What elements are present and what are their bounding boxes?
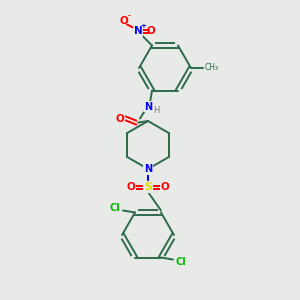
Text: H: H [153,106,159,115]
Text: +: + [140,23,146,29]
Text: O: O [160,182,169,192]
Text: Cl: Cl [176,256,186,266]
Text: O: O [120,16,128,26]
Text: CH₃: CH₃ [205,64,219,73]
Text: S: S [144,182,152,192]
Text: O: O [147,26,155,37]
Text: O: O [116,113,124,124]
Text: N: N [134,26,142,37]
Text: N: N [144,101,152,112]
Text: Cl: Cl [110,203,120,214]
Text: -: - [128,14,130,20]
Text: N: N [144,164,152,174]
Text: O: O [127,182,135,192]
